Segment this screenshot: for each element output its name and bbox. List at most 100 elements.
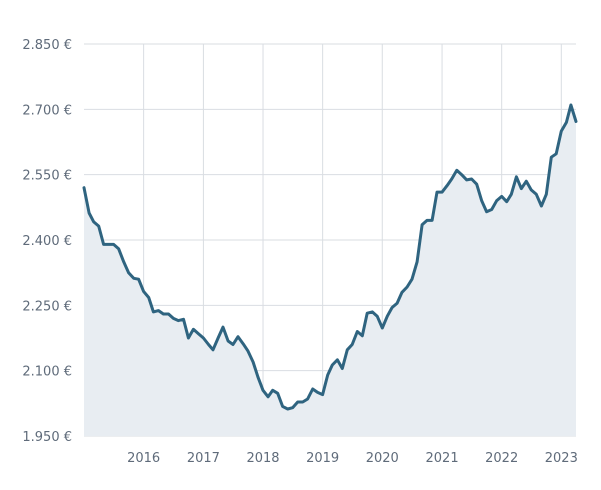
data-point [401, 291, 403, 293]
data-point [316, 391, 318, 393]
data-point [267, 396, 269, 398]
data-point [421, 224, 423, 226]
data-point [287, 408, 289, 410]
data-point [172, 317, 174, 319]
data-point [237, 336, 239, 338]
data-point [555, 153, 557, 155]
data-point [396, 302, 398, 304]
data-point [232, 343, 234, 345]
y-tick-label: 1.950 € [22, 430, 72, 445]
data-point [306, 398, 308, 400]
data-point [297, 401, 299, 403]
data-point [133, 277, 135, 279]
data-point [331, 364, 333, 366]
x-tick-label: 2022 [485, 451, 518, 466]
data-point [540, 205, 542, 207]
data-point [426, 219, 428, 221]
data-point [102, 243, 104, 245]
data-point [356, 330, 358, 332]
x-tick-label: 2021 [426, 451, 459, 466]
data-point [341, 367, 343, 369]
data-point [366, 312, 368, 314]
x-tick-label: 2019 [306, 451, 339, 466]
data-point [222, 326, 224, 328]
data-point [481, 200, 483, 202]
data-point [336, 359, 338, 361]
data-point [391, 306, 393, 308]
data-point [491, 208, 493, 210]
data-point [565, 121, 567, 123]
data-point [162, 313, 164, 315]
y-axis-labels: 1.950 € 2.100 € 2.250 € 2.400 € 2.550 € 2.700… [22, 38, 72, 445]
data-point [441, 191, 443, 193]
data-point [177, 319, 179, 321]
data-point [381, 327, 383, 329]
data-point [192, 328, 194, 330]
x-tick-label: 2018 [246, 451, 279, 466]
data-point [123, 261, 125, 263]
y-tick-label: 2.400 € [22, 234, 72, 249]
data-point [515, 176, 517, 178]
data-point [436, 191, 438, 193]
data-point [321, 393, 323, 395]
data-point [327, 374, 329, 376]
data-point [535, 193, 537, 195]
data-point [227, 340, 229, 342]
data-point [148, 296, 150, 298]
data-point [117, 248, 119, 250]
series-line [82, 103, 578, 411]
data-point [152, 311, 154, 313]
data-point [371, 311, 373, 313]
data-point [142, 290, 144, 292]
data-point [302, 401, 304, 403]
x-tick-label: 2020 [366, 451, 399, 466]
data-point [485, 211, 487, 213]
data-point [217, 337, 219, 339]
data-point [386, 315, 388, 317]
y-tick-label: 2.850 € [22, 38, 72, 53]
data-point [346, 349, 348, 351]
data-point [351, 343, 353, 345]
data-point [187, 337, 189, 339]
data-point [167, 313, 169, 315]
data-point [157, 309, 159, 311]
data-point [312, 388, 314, 390]
data-point [137, 278, 139, 280]
data-point [456, 169, 458, 171]
data-point [376, 315, 378, 317]
data-point [127, 272, 129, 274]
y-tick-label: 2.100 € [22, 365, 72, 380]
data-point [416, 261, 418, 263]
data-point [550, 156, 552, 158]
data-point [570, 104, 572, 106]
data-point [88, 212, 90, 214]
data-point [272, 389, 274, 391]
data-point [361, 335, 363, 337]
data-point [98, 225, 100, 227]
data-point [247, 350, 249, 352]
x-tick-label: 2017 [187, 451, 220, 466]
data-point [530, 189, 532, 191]
data-point [406, 286, 408, 288]
y-tick-label: 2.700 € [22, 103, 72, 118]
data-point [262, 389, 264, 391]
data-point [112, 243, 114, 245]
data-point [431, 219, 433, 221]
data-point [470, 178, 472, 180]
y-tick-label: 2.250 € [22, 299, 72, 314]
data-point [501, 195, 503, 197]
data-point [545, 193, 547, 195]
y-tick-label: 2.550 € [22, 169, 72, 184]
x-tick-label: 2023 [545, 451, 578, 466]
data-point [461, 174, 463, 176]
data-point [257, 376, 259, 378]
data-point [411, 278, 413, 280]
data-point [277, 392, 279, 394]
data-point [466, 179, 468, 181]
data-point [281, 405, 283, 407]
data-point [495, 200, 497, 202]
data-point [560, 130, 562, 132]
x-axis-labels: 2016 2017 2018 2019 2020 2021 2022 2023 [127, 451, 578, 466]
data-point [451, 178, 453, 180]
